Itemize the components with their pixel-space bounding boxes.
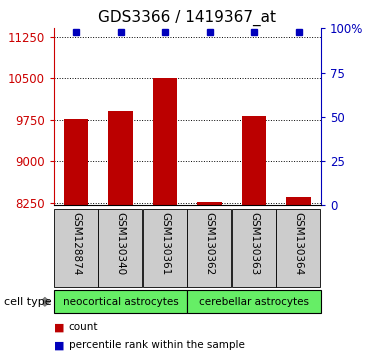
Text: neocortical astrocytes: neocortical astrocytes — [63, 297, 178, 307]
Text: GSM130361: GSM130361 — [160, 212, 170, 275]
Text: GSM130340: GSM130340 — [116, 212, 125, 275]
FancyArrow shape — [43, 297, 50, 306]
Text: GSM128874: GSM128874 — [71, 212, 81, 276]
Bar — [286, 197, 311, 205]
Text: cell type: cell type — [4, 297, 51, 307]
Text: count: count — [69, 322, 98, 332]
Title: GDS3366 / 1419367_at: GDS3366 / 1419367_at — [98, 9, 276, 25]
Text: GSM130364: GSM130364 — [294, 212, 303, 275]
Bar — [64, 119, 88, 205]
Bar — [242, 116, 266, 205]
Text: ■: ■ — [54, 340, 64, 350]
Text: percentile rank within the sample: percentile rank within the sample — [69, 340, 244, 350]
Bar — [197, 202, 222, 205]
Text: GSM130362: GSM130362 — [205, 212, 214, 275]
Text: GSM130363: GSM130363 — [249, 212, 259, 275]
Bar — [108, 111, 133, 205]
Text: ■: ■ — [54, 322, 64, 332]
Text: cerebellar astrocytes: cerebellar astrocytes — [199, 297, 309, 307]
Bar — [153, 78, 177, 205]
